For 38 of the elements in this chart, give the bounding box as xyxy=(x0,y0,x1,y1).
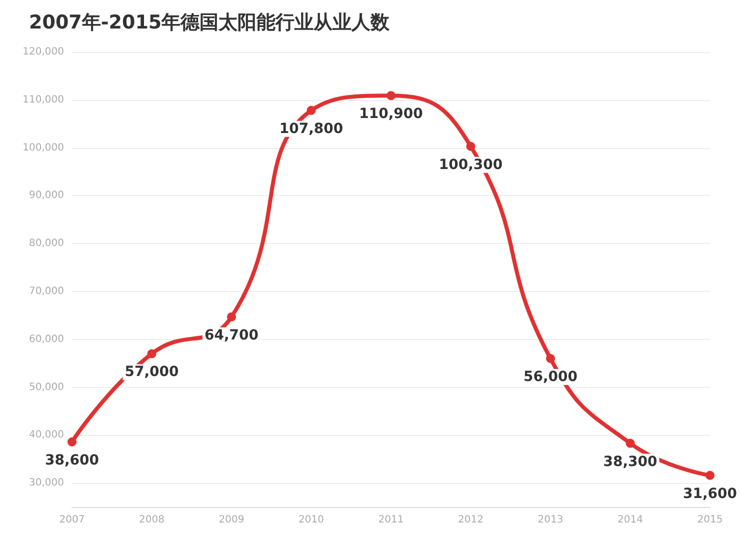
chart-title: 2007年-2015年德国太阳能行业从业人数 xyxy=(29,12,391,34)
x-tick-label: 2012 xyxy=(458,514,484,526)
point xyxy=(546,354,555,364)
y-tick-label: 40,000 xyxy=(29,430,64,441)
y-tick-label: 100,000 xyxy=(22,142,64,154)
x-tick-label: 2007 xyxy=(59,514,85,526)
y-tick-label: 50,000 xyxy=(29,382,64,393)
y-tick-label: 30,000 xyxy=(29,478,64,489)
text: 31,600 xyxy=(682,486,738,502)
point xyxy=(227,312,236,322)
x-tick-label: 2015 xyxy=(697,514,723,526)
point xyxy=(706,470,714,480)
text: 38,600 xyxy=(44,452,100,468)
text: 38,300 xyxy=(603,454,658,470)
y-tick-label: 70,000 xyxy=(29,286,64,297)
text: 107,800 xyxy=(279,120,344,137)
text: 56,000 xyxy=(523,369,578,386)
point xyxy=(147,349,156,358)
x-tick-label: 2011 xyxy=(378,514,404,526)
point xyxy=(386,91,396,100)
x-tick-label: 2010 xyxy=(298,514,324,526)
x-tick-label: 2013 xyxy=(538,514,564,526)
y-tick-label: 110,000 xyxy=(22,94,64,106)
text: 57,000 xyxy=(124,364,179,380)
point xyxy=(68,437,76,446)
point xyxy=(306,106,316,115)
text: 64,700 xyxy=(204,327,259,344)
y-tick-label: 80,000 xyxy=(29,238,64,250)
point xyxy=(626,438,635,448)
x-tick-label: 2008 xyxy=(139,514,164,526)
x-tick-label: 2009 xyxy=(218,514,244,526)
y-tick-label: 60,000 xyxy=(29,334,64,345)
y-tick-label: 90,000 xyxy=(29,190,64,202)
text: 100,300 xyxy=(438,156,503,173)
x-tick-label: 2014 xyxy=(618,514,643,526)
point xyxy=(466,142,476,151)
text: 110,900 xyxy=(359,106,423,122)
y-tick-label: 120,000 xyxy=(22,46,64,58)
